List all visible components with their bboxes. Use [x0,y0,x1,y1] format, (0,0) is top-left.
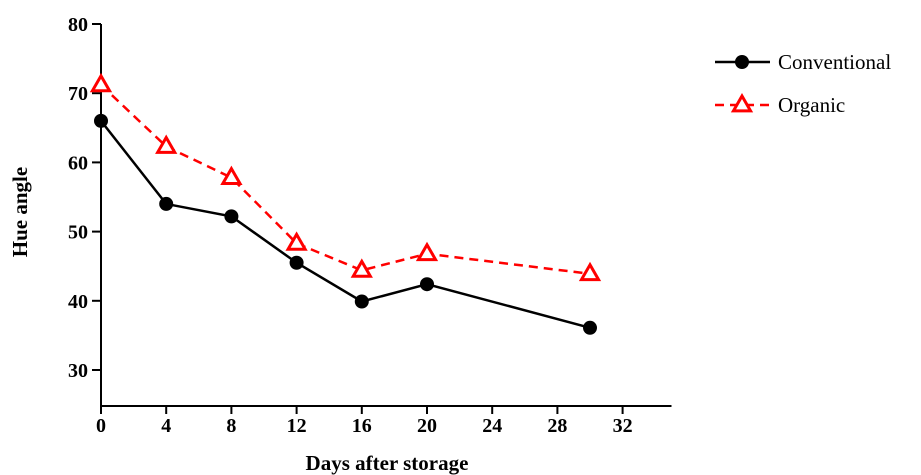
x-tick-label: 20 [417,415,437,437]
legend-marker [730,92,754,113]
data-point [220,165,243,185]
data-point [583,320,597,335]
y-axis-title: Hue angle [8,167,32,257]
y-tick-label: 40 [68,291,88,313]
x-axis-title: Days after storage [306,451,469,475]
data-point [224,209,239,224]
x-tick-label: 0 [96,415,106,437]
legend-label: Conventional [778,50,891,74]
x-tick-label: 12 [287,415,307,437]
data-point [285,231,308,251]
data-point [159,196,174,211]
data-point [289,255,304,270]
y-tick-label: 80 [68,14,88,36]
y-axis-ticks: 30 40 50 60 70 80 [68,14,101,382]
series-conventional [94,113,597,335]
series-layer [89,72,602,335]
axes: 0 4 8 12 16 20 24 28 32 30 40 50 60 70 80 [68,14,672,437]
data-point [94,113,108,128]
data-point [578,261,602,282]
legend-marker [735,55,749,69]
x-tick-label: 4 [161,415,171,437]
x-tick-label: 24 [482,415,502,437]
legend-item: Organic [715,92,845,117]
series-line [100,83,591,276]
data-point [89,72,113,93]
y-tick-label: 50 [68,222,88,244]
legend-label: Organic [778,93,845,117]
data-point [420,277,434,292]
series-organic [89,72,602,282]
data-point [155,134,178,154]
y-tick-label: 70 [68,83,88,105]
y-tick-label: 30 [68,360,88,382]
legend-item: Conventional [715,50,891,74]
data-point [354,294,369,309]
data-point [415,241,439,262]
x-tick-label: 8 [226,415,236,437]
data-point [350,258,373,278]
x-tick-label: 32 [613,415,633,437]
legend: Conventional Organic [715,50,891,117]
y-tick-label: 60 [68,152,88,174]
x-axis-ticks: 0 4 8 12 16 20 24 28 32 [96,406,633,437]
x-tick-label: 16 [352,415,372,437]
x-tick-label: 28 [547,415,567,437]
